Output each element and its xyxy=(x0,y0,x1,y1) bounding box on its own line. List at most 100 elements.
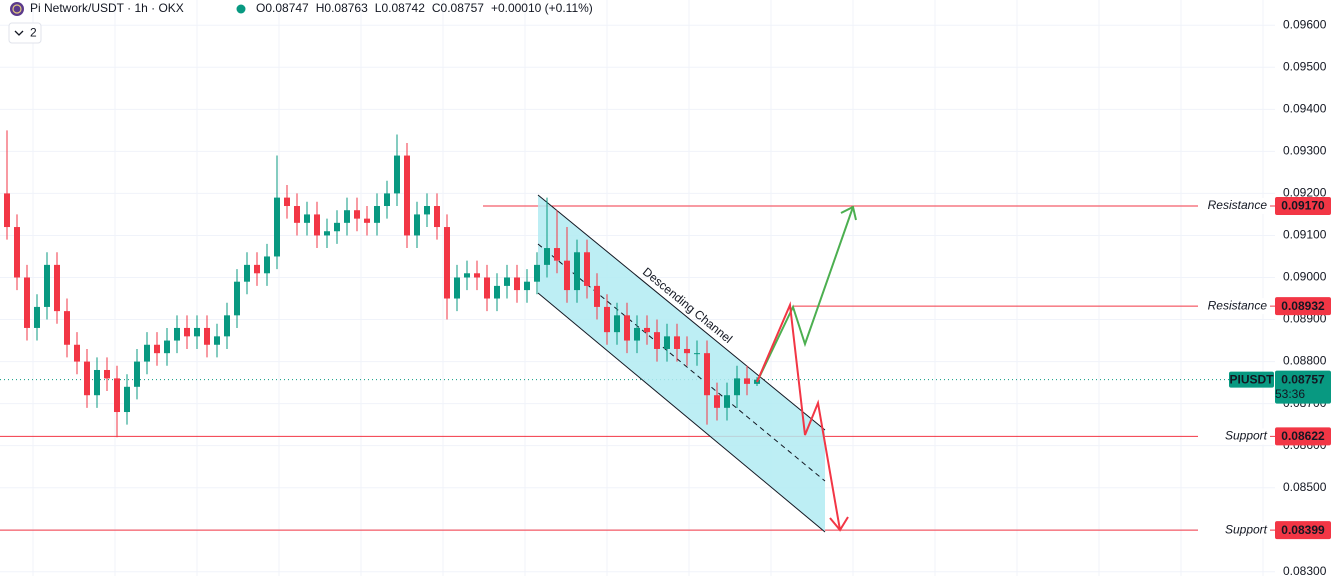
legend-key: C xyxy=(432,1,441,15)
candle-body xyxy=(664,336,670,349)
level-tag xyxy=(1275,521,1331,540)
candle-body xyxy=(124,386,130,413)
symbol-title[interactable]: Pi Network/USDT · 1h · OKX xyxy=(30,1,184,15)
candle-body xyxy=(634,327,640,341)
candle-body xyxy=(264,256,270,274)
candle-body xyxy=(334,222,340,232)
level-value: 0.09170 xyxy=(1281,199,1325,213)
candle-body xyxy=(584,252,590,286)
price-tag xyxy=(1275,370,1331,404)
candle-body xyxy=(504,277,510,286)
price-tags: Resistance 0.09170 Resistance 0.08932 Suppor… xyxy=(1198,197,1331,540)
candle-body xyxy=(154,344,160,354)
candle-body xyxy=(624,315,630,341)
candle-body xyxy=(4,193,10,228)
candle-body xyxy=(744,378,750,384)
candle-body xyxy=(404,155,410,236)
symbol-logo xyxy=(10,2,24,16)
level-name: Support xyxy=(1225,429,1268,443)
candle-body xyxy=(594,285,600,307)
candle-body xyxy=(454,277,460,299)
candle-body xyxy=(84,361,90,396)
y-tick-label: 0.08800 xyxy=(1283,354,1327,368)
channel-bottom xyxy=(537,292,826,533)
chevron xyxy=(14,30,24,36)
candle-body xyxy=(204,327,210,345)
candle-body xyxy=(644,327,650,333)
candle-body xyxy=(674,336,680,349)
legend-change: +0.00010 (+0.11%) xyxy=(491,1,593,15)
indicator-toggle[interactable] xyxy=(8,22,42,44)
level-name-bg xyxy=(1198,522,1270,539)
level-name-bg xyxy=(1198,428,1270,445)
candle-body xyxy=(194,327,200,337)
candle-body xyxy=(564,260,570,291)
price-axis xyxy=(1275,0,1334,576)
candle-body xyxy=(254,264,260,274)
candle-body xyxy=(434,206,440,228)
candle-body xyxy=(414,214,420,236)
candle-body xyxy=(374,206,380,223)
y-tick-label: 0.09300 xyxy=(1283,144,1327,158)
symbol-tag xyxy=(1229,371,1274,388)
level-tag xyxy=(1275,297,1331,316)
legend-key: H xyxy=(316,1,325,15)
bearish-arrowhead xyxy=(829,516,849,532)
y-tick-label: 0.09000 xyxy=(1283,270,1327,284)
level-value: 0.08622 xyxy=(1281,429,1325,443)
candle-body xyxy=(544,248,550,265)
candle-body xyxy=(164,340,170,354)
channel-mid xyxy=(537,243,826,482)
candle-body xyxy=(704,353,710,396)
candle-body xyxy=(734,378,740,396)
candle-body xyxy=(74,344,80,362)
candle-body xyxy=(684,348,690,354)
candle-body xyxy=(184,327,190,337)
candle-body xyxy=(364,218,370,223)
price-tag-countdown: 53:36 xyxy=(1275,387,1305,401)
candle-body xyxy=(44,264,50,307)
legend-key: O xyxy=(256,1,265,15)
level-value: 0.08932 xyxy=(1281,299,1325,313)
candle-body xyxy=(514,277,520,291)
candle-body xyxy=(574,252,580,291)
status-dot xyxy=(236,4,246,14)
bullish-arrow xyxy=(756,206,854,383)
level-tag xyxy=(1275,197,1331,216)
symbol-logo-inner xyxy=(12,4,22,14)
bearish-arrow xyxy=(756,301,841,531)
candle-body xyxy=(714,395,720,408)
legend-value: 0.08747 xyxy=(265,1,309,15)
y-tick-label: 0.09500 xyxy=(1283,59,1327,73)
candle-body xyxy=(474,273,480,278)
candle-body xyxy=(64,311,70,345)
candle-body xyxy=(604,306,610,333)
candle-body xyxy=(524,281,530,291)
plot xyxy=(0,24,1275,573)
candle-body xyxy=(354,210,360,219)
legend-value: 0.08763 xyxy=(324,1,368,15)
indicator-count[interactable]: 2 xyxy=(30,26,37,40)
candle-body xyxy=(484,277,490,299)
candle-body xyxy=(344,210,350,223)
y-tick-label: 0.08500 xyxy=(1283,480,1327,494)
price-tag-value: 0.08757 xyxy=(1281,372,1325,386)
y-tick-label: 0.09200 xyxy=(1283,186,1327,200)
candle-body xyxy=(614,315,620,333)
legend-value: 0.08742 xyxy=(381,1,425,15)
y-tick-label: 0.09400 xyxy=(1283,101,1327,115)
channel-fill xyxy=(538,195,825,532)
y-tick-label: 0.08900 xyxy=(1283,312,1327,326)
candle-body xyxy=(444,227,450,299)
level-name-bg xyxy=(1198,298,1270,315)
level-value: 0.08399 xyxy=(1281,523,1325,537)
candle-body xyxy=(134,361,140,387)
candle-body xyxy=(694,353,700,355)
candle-body xyxy=(274,197,280,257)
candle-body xyxy=(244,264,250,282)
candle-body xyxy=(494,285,500,299)
y-tick-label: 0.09600 xyxy=(1283,17,1327,31)
symbol-tag-text: PIUSDT xyxy=(1229,372,1274,386)
candles xyxy=(4,130,760,438)
